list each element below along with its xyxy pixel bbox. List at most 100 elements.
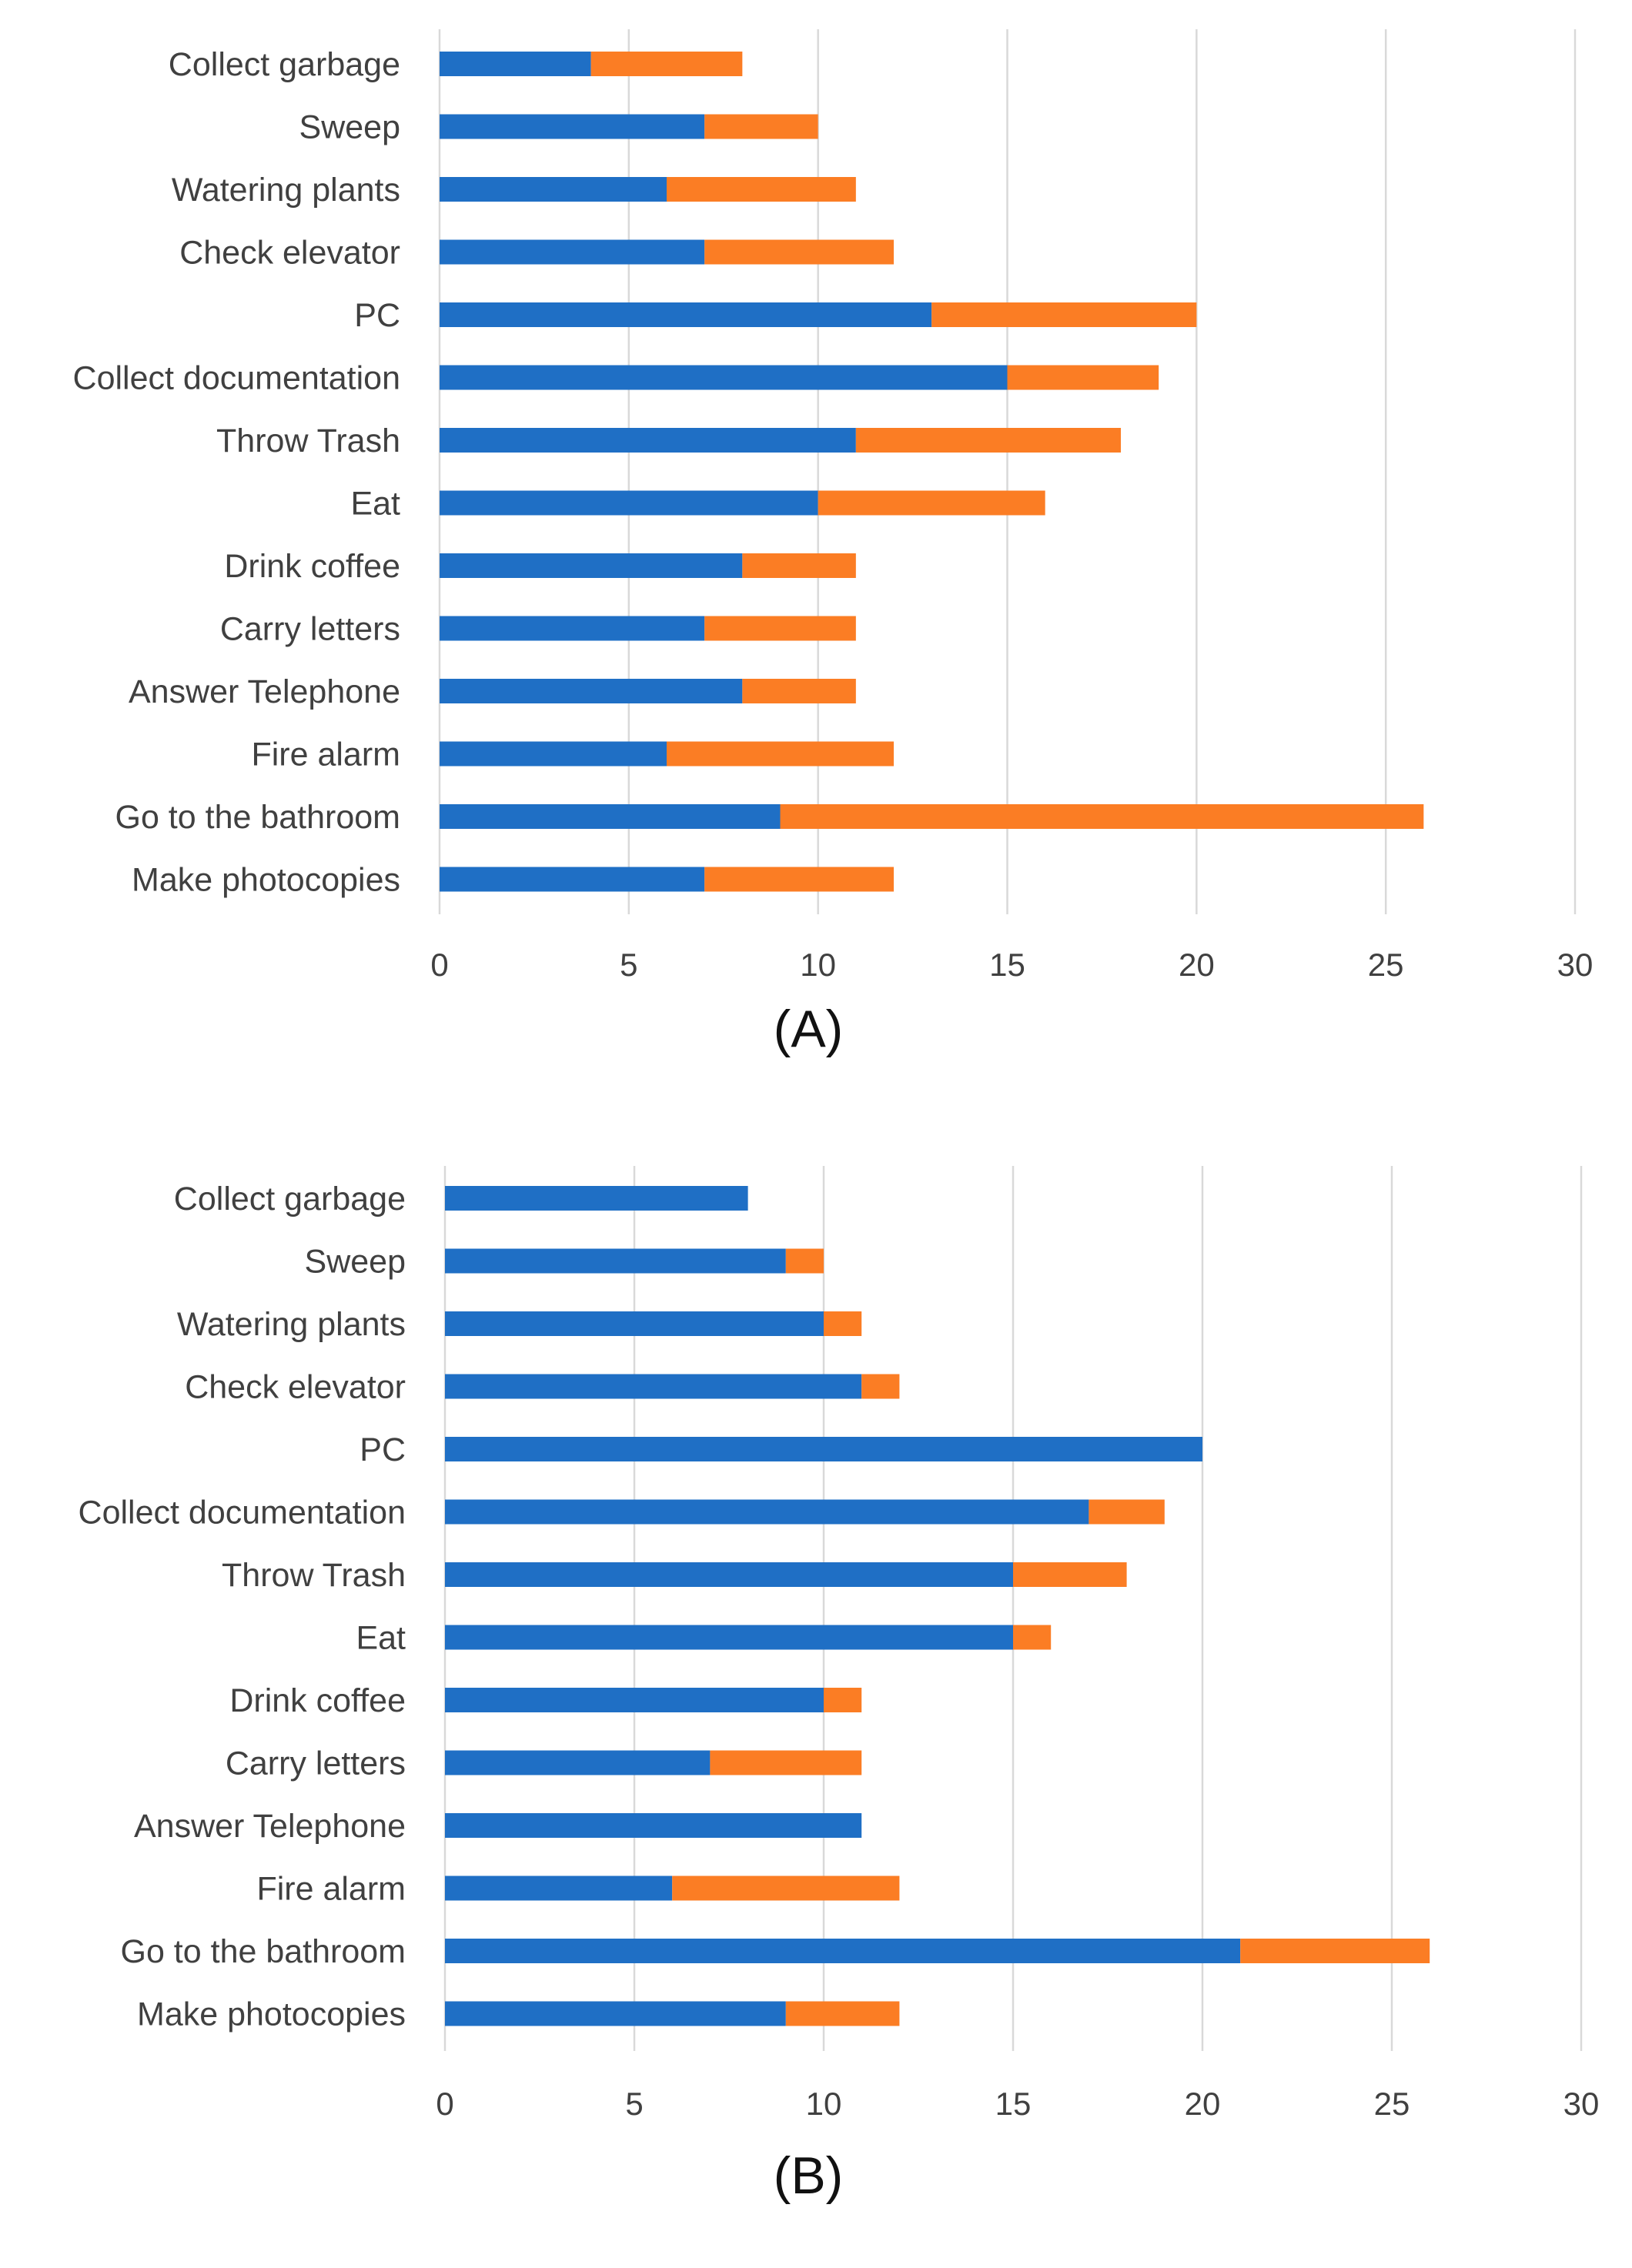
bar-b-series-1 [445, 1437, 1202, 1461]
category-label-a: Go to the bathroom [115, 799, 401, 836]
x-tick-label-b: 0 [436, 2086, 453, 2122]
bar-a-series-2 [704, 867, 894, 892]
category-label-b: Check elevator [185, 1369, 406, 1406]
category-label-a: Fire alarm [251, 737, 400, 773]
bar-b-series-1 [445, 1311, 824, 1336]
bar-b-series-2 [824, 1688, 862, 1712]
chart-panel-b: Collect garbage Sweep Watering plants Check… [79, 1166, 1600, 2205]
bar-a-series-1 [440, 867, 705, 892]
category-label-b: Go to the bathroom [121, 1933, 406, 1970]
bar-a-series-2 [780, 804, 1424, 829]
bar-a-series-2 [742, 553, 856, 578]
bar-a-series-2 [931, 302, 1197, 327]
bar-b-series-1 [445, 1750, 711, 1775]
bar-b-series-1 [445, 1499, 1089, 1525]
bar-a-series-1 [440, 52, 591, 76]
bar-a-series-1 [440, 679, 743, 703]
bar-b-series-1 [445, 1562, 1013, 1587]
bar-b-series-2 [672, 1876, 900, 1901]
category-label-a: Collect garbage [169, 46, 400, 83]
bar-b-series-1 [445, 2001, 786, 2026]
bar-b-series-2 [1013, 1562, 1127, 1587]
bar-b-series-2 [785, 2001, 900, 2026]
bar-b-series-1 [445, 1876, 673, 1901]
bar-a-series-1 [440, 428, 856, 453]
category-label-b: Watering plants [177, 1306, 406, 1343]
bar-b-series-2 [1013, 1625, 1052, 1650]
category-label-b: Collect documentation [79, 1495, 406, 1531]
x-tick-label-a: 30 [1557, 947, 1594, 983]
category-label-b: PC [360, 1431, 406, 1468]
bar-b-series-1 [445, 1186, 748, 1211]
bar-a-series-1 [440, 365, 1008, 390]
category-label-a: Check elevator [179, 235, 400, 272]
bar-b-series-2 [861, 1374, 900, 1399]
category-label-b: Eat [356, 1620, 406, 1657]
bar-b-series-2 [710, 1750, 862, 1775]
bar-a-series-1 [440, 804, 781, 829]
category-label-a: Watering plants [172, 172, 400, 209]
x-tick-label-b: 5 [625, 2086, 643, 2122]
category-label-b: Make photocopies [137, 1996, 406, 2033]
x-tick-label-a: 10 [800, 947, 836, 983]
x-tick-label-a: 15 [989, 947, 1025, 983]
bar-a-series-1 [440, 490, 818, 516]
bar-a-series-1 [440, 114, 705, 139]
panel-label-a: (A) [774, 1000, 844, 1058]
category-label-a: PC [354, 297, 400, 334]
bar-b-series-1 [445, 1374, 862, 1399]
bar-a-series-2 [667, 177, 856, 202]
category-label-b: Drink coffee [229, 1682, 406, 1719]
x-tick-label-a: 20 [1179, 947, 1215, 983]
x-tick-label-b: 30 [1563, 2086, 1600, 2122]
category-label-a: Eat [350, 486, 400, 523]
bar-a-series-1 [440, 553, 743, 578]
bar-b-series-2 [1089, 1499, 1165, 1525]
bar-a-series-2 [818, 490, 1045, 516]
bar-a-series-2 [855, 428, 1121, 453]
bar-b-series-1 [445, 1939, 1241, 1963]
x-tick-label-b: 25 [1374, 2086, 1410, 2122]
category-label-a: Make photocopies [132, 862, 400, 899]
category-label-b: Throw Trash [222, 1557, 406, 1594]
bar-a-series-1 [440, 741, 667, 767]
panel-label-b: (B) [774, 2146, 844, 2205]
chart-panel-a: Collect garbage Sweep Watering plants Check… [73, 29, 1594, 1058]
bar-b-series-2 [1240, 1939, 1430, 1963]
category-label-a: Collect documentation [73, 360, 400, 397]
bar-a-series-2 [742, 679, 856, 703]
bar-a-series-1 [440, 302, 932, 327]
category-label-a: Carry letters [220, 611, 400, 648]
category-label-a: Answer Telephone [129, 673, 400, 710]
bar-a-series-1 [440, 177, 667, 202]
bar-b-series-1 [445, 1813, 862, 1838]
x-tick-label-a: 5 [620, 947, 637, 983]
category-label-a: Drink coffee [224, 548, 400, 585]
bar-a-series-2 [1007, 365, 1159, 390]
bar-a-series-2 [704, 616, 856, 641]
bar-b-series-2 [824, 1311, 862, 1336]
category-label-b: Answer Telephone [134, 1808, 406, 1845]
category-label-a: Sweep [299, 109, 400, 146]
bar-b-series-2 [785, 1248, 824, 1274]
bar-a-series-2 [667, 741, 894, 767]
category-label-b: Fire alarm [256, 1871, 406, 1908]
x-tick-label-a: 0 [430, 947, 448, 983]
bar-a-series-1 [440, 239, 705, 265]
bar-b-series-1 [445, 1248, 786, 1274]
x-tick-label-b: 15 [995, 2086, 1032, 2122]
bar-a-series-2 [590, 52, 743, 76]
category-label-b: Carry letters [226, 1745, 406, 1782]
bar-a-series-2 [704, 239, 894, 265]
bar-b-series-1 [445, 1688, 824, 1712]
bar-a-series-1 [440, 616, 705, 641]
bar-a-series-2 [704, 114, 818, 139]
bar-b-series-1 [445, 1625, 1013, 1650]
x-tick-label-b: 10 [806, 2086, 842, 2122]
category-label-a: Throw Trash [216, 423, 400, 459]
category-label-b: Collect garbage [174, 1181, 406, 1218]
x-tick-label-a: 25 [1368, 947, 1404, 983]
category-label-b: Sweep [305, 1244, 406, 1281]
x-tick-label-b: 20 [1185, 2086, 1221, 2122]
